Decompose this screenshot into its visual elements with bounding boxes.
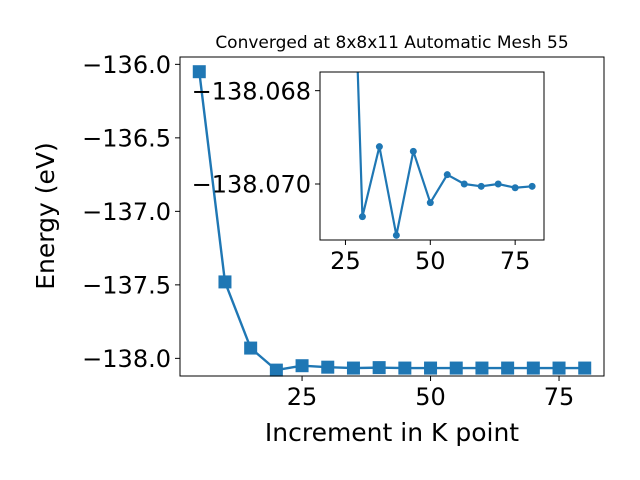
inset-y-tick-label: −138.068: [192, 77, 311, 105]
inset-x-tick-label: 50: [415, 247, 446, 275]
main-data-point: [424, 361, 438, 375]
main-data-point: [218, 275, 232, 289]
inset-plot-area: [320, 72, 544, 240]
main-data-point: [578, 361, 592, 375]
inset-data-point: [358, 213, 366, 221]
inset-data-point: [460, 180, 468, 188]
inset-data-point: [392, 231, 400, 239]
main-x-axis-label: Increment in K point: [265, 418, 519, 447]
main-series-line: [198, 71, 585, 372]
main-y-axis-label: Energy (eV): [31, 142, 60, 289]
main-data-point: [372, 361, 386, 375]
main-data-point: [501, 361, 515, 375]
main-data-point: [552, 361, 566, 375]
main-data-point: [346, 361, 360, 375]
main-x-tick-label: 75: [544, 383, 575, 411]
inset-data-point: [494, 180, 502, 188]
inset-data-point: [511, 184, 519, 192]
main-data-point: [526, 361, 540, 375]
main-data-point: [475, 361, 489, 375]
inset-data-point: [409, 147, 417, 155]
main-y-tick-label: −137.0: [82, 198, 171, 226]
inset-data-point: [443, 171, 451, 179]
inset-data-point: [426, 199, 434, 207]
inset-data-point: [375, 143, 383, 151]
inset-x-tick-label: 75: [500, 247, 531, 275]
main-x-tick-label: 25: [287, 383, 318, 411]
main-x-tick-label: 50: [415, 383, 446, 411]
inset-x-tick-label: 25: [330, 247, 361, 275]
main-data-point: [321, 360, 335, 374]
inset-y-tick-label: −138.070: [192, 171, 311, 199]
inset-axes-frame: [319, 71, 545, 241]
main-data-point: [295, 359, 309, 373]
main-data-point: [449, 361, 463, 375]
inset-data-point: [528, 182, 536, 190]
main-data-point: [398, 361, 412, 375]
main-y-tick-label: −136.0: [82, 51, 171, 79]
main-y-tick-label: −137.5: [82, 271, 171, 299]
main-data-point: [192, 65, 206, 79]
main-data-point: [244, 341, 258, 355]
main-axes-frame: [179, 56, 605, 377]
main-y-tick-label: −138.0: [82, 345, 171, 373]
main-title: Converged at 8x8x11 Automatic Mesh 55: [215, 33, 568, 53]
main-data-point: [269, 363, 283, 377]
inset-data-point: [477, 182, 485, 190]
inset-chart: 25 50 75 −138.070 −138.068: [192, 71, 545, 275]
main-y-tick-label: −136.5: [82, 124, 171, 152]
